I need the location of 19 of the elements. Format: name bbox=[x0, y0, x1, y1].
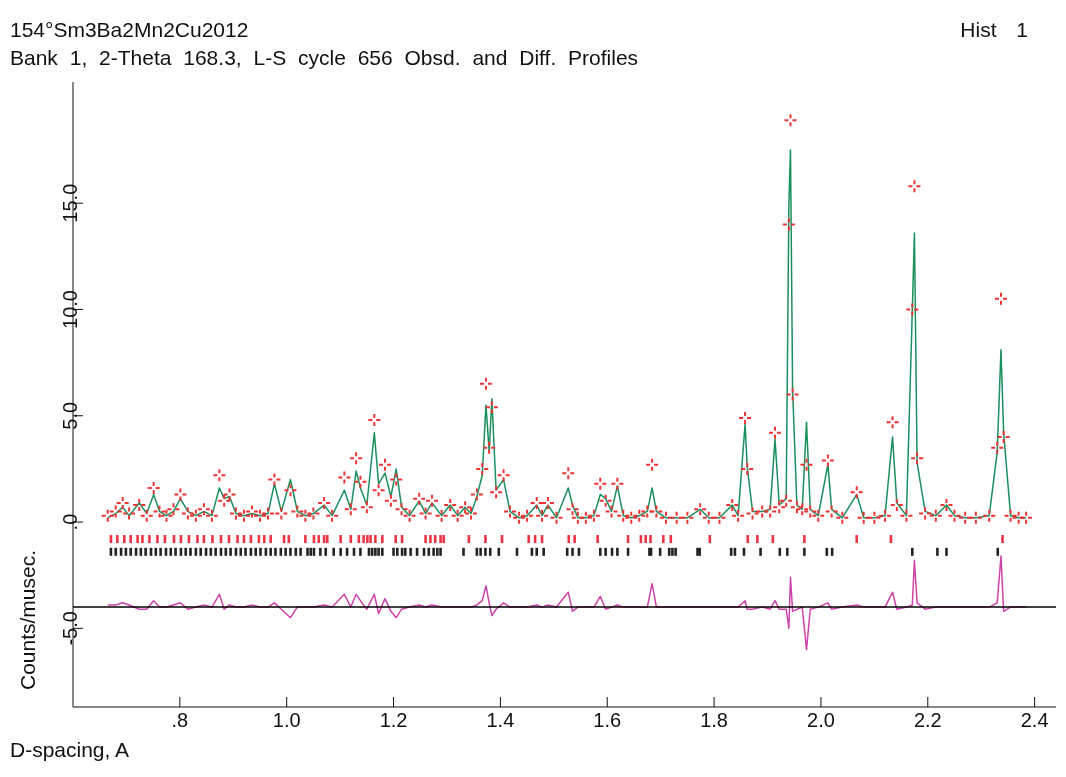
x-tick-label: 2.4 bbox=[1020, 709, 1049, 732]
y-tick-label: 15.0 bbox=[59, 183, 81, 223]
x-tick-label: 2.2 bbox=[913, 709, 942, 732]
x-tick-label: 1.6 bbox=[593, 709, 622, 732]
text: Hist 1 bbox=[960, 18, 1028, 42]
x-tick-label: 1.2 bbox=[379, 709, 408, 732]
chart-subtitle: Bank 1, 2-Theta 168.3, L-S cycle 656 Obsd. and Diff. Profiles bbox=[10, 46, 639, 70]
y-tick-label: 10.0 bbox=[59, 290, 81, 329]
x-tick-label: .8 bbox=[171, 709, 189, 732]
y-tick-label: .0 bbox=[59, 513, 81, 531]
x-axis-title: D-spacing, A bbox=[10, 738, 130, 762]
y-tick-label: -5.0 bbox=[59, 611, 81, 646]
x-tick-label: 1.4 bbox=[486, 709, 515, 732]
chart-title: 154°Sm3Ba2Mn2Cu2012 bbox=[10, 18, 249, 42]
x-tick-label: 1.0 bbox=[272, 709, 301, 732]
x-tick-label: 1.8 bbox=[700, 709, 728, 732]
x-tick-label: 2.0 bbox=[807, 709, 835, 732]
y-tick-label: 5.0 bbox=[59, 401, 81, 430]
y-axis-title: Counts/musec. bbox=[16, 549, 40, 690]
